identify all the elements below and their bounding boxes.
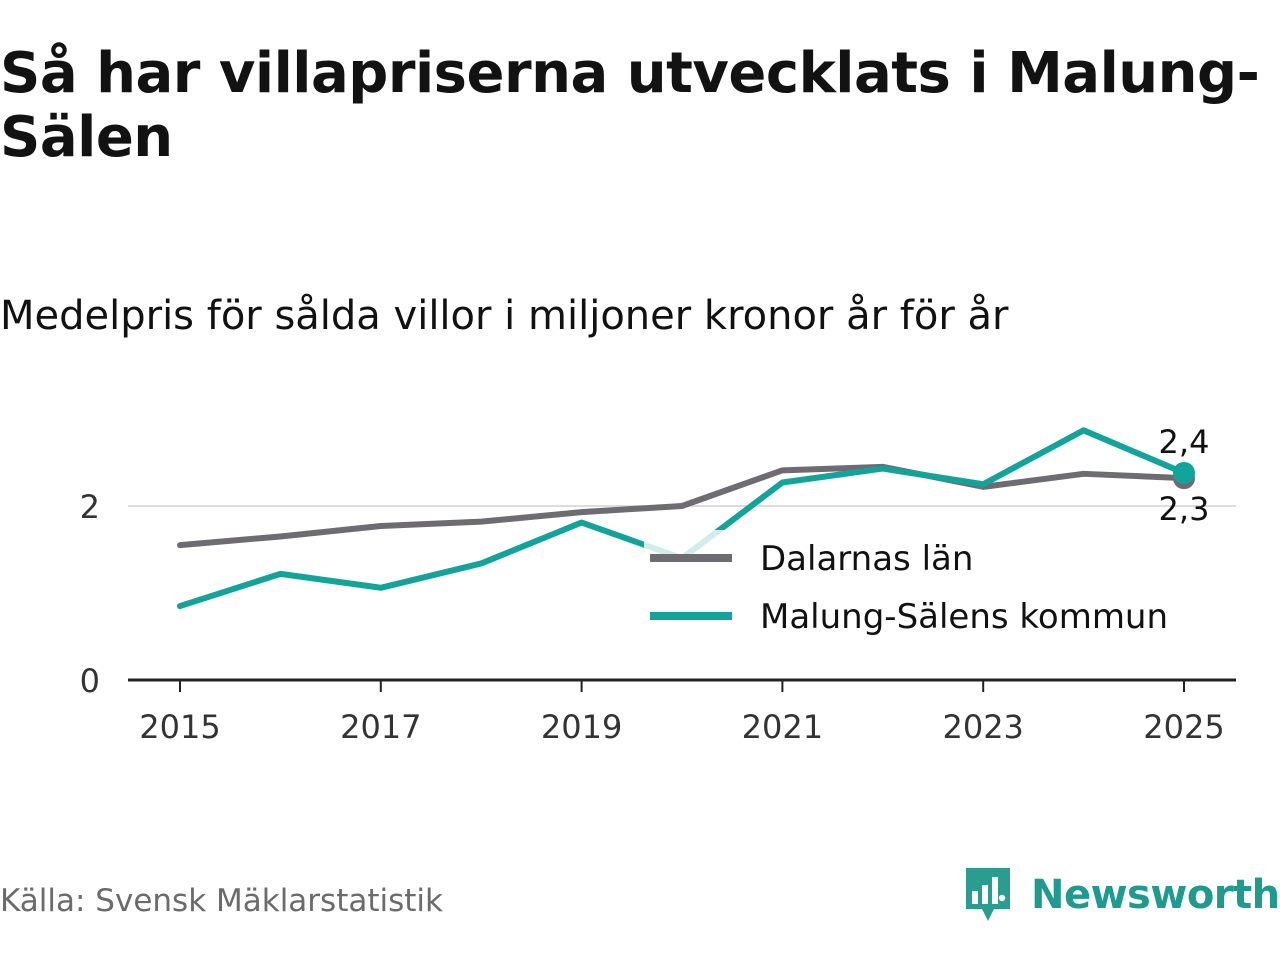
legend-background [644, 530, 1204, 648]
end-labels: 2,4 2,3 [1159, 423, 1210, 528]
series-line-0 [177, 463, 1187, 549]
x-tick-label: 2023 [942, 708, 1023, 746]
axes: 0 2 2015 2017 2019 2021 2023 2025 [80, 488, 1236, 746]
end-value-label: 2,4 [1159, 423, 1210, 461]
x-tick-label: 2017 [340, 708, 421, 746]
chart-subtitle: Medelpris för sålda villor i miljoner kr… [0, 293, 1009, 339]
end-value-label: 2,3 [1159, 490, 1210, 528]
chart-title: Så har villapriserna utvecklats i Malung… [0, 41, 1260, 170]
x-tick-label: 2019 [541, 708, 622, 746]
brand-logo[interactable]: Newsworthy [963, 862, 1280, 928]
y-tick-label: 2 [80, 488, 100, 526]
legend-label: Malung-Sälens kommun [760, 597, 1168, 637]
brand-name: Newsworthy [1031, 872, 1280, 918]
x-tick-label: 2025 [1143, 708, 1224, 746]
data-point-1-2025 [1173, 461, 1195, 484]
legend: Dalarnas län Malung-Sälens kommun [644, 530, 1204, 648]
y-tick-label: 0 [80, 662, 100, 700]
source-note: Källa: Svensk Mäklarstatistik [0, 883, 443, 919]
x-tick-label: 2021 [742, 708, 823, 746]
newsworthy-logo-icon [966, 868, 1010, 921]
legend-label: Dalarnas län [760, 539, 973, 579]
x-tick-label: 2015 [139, 708, 220, 746]
